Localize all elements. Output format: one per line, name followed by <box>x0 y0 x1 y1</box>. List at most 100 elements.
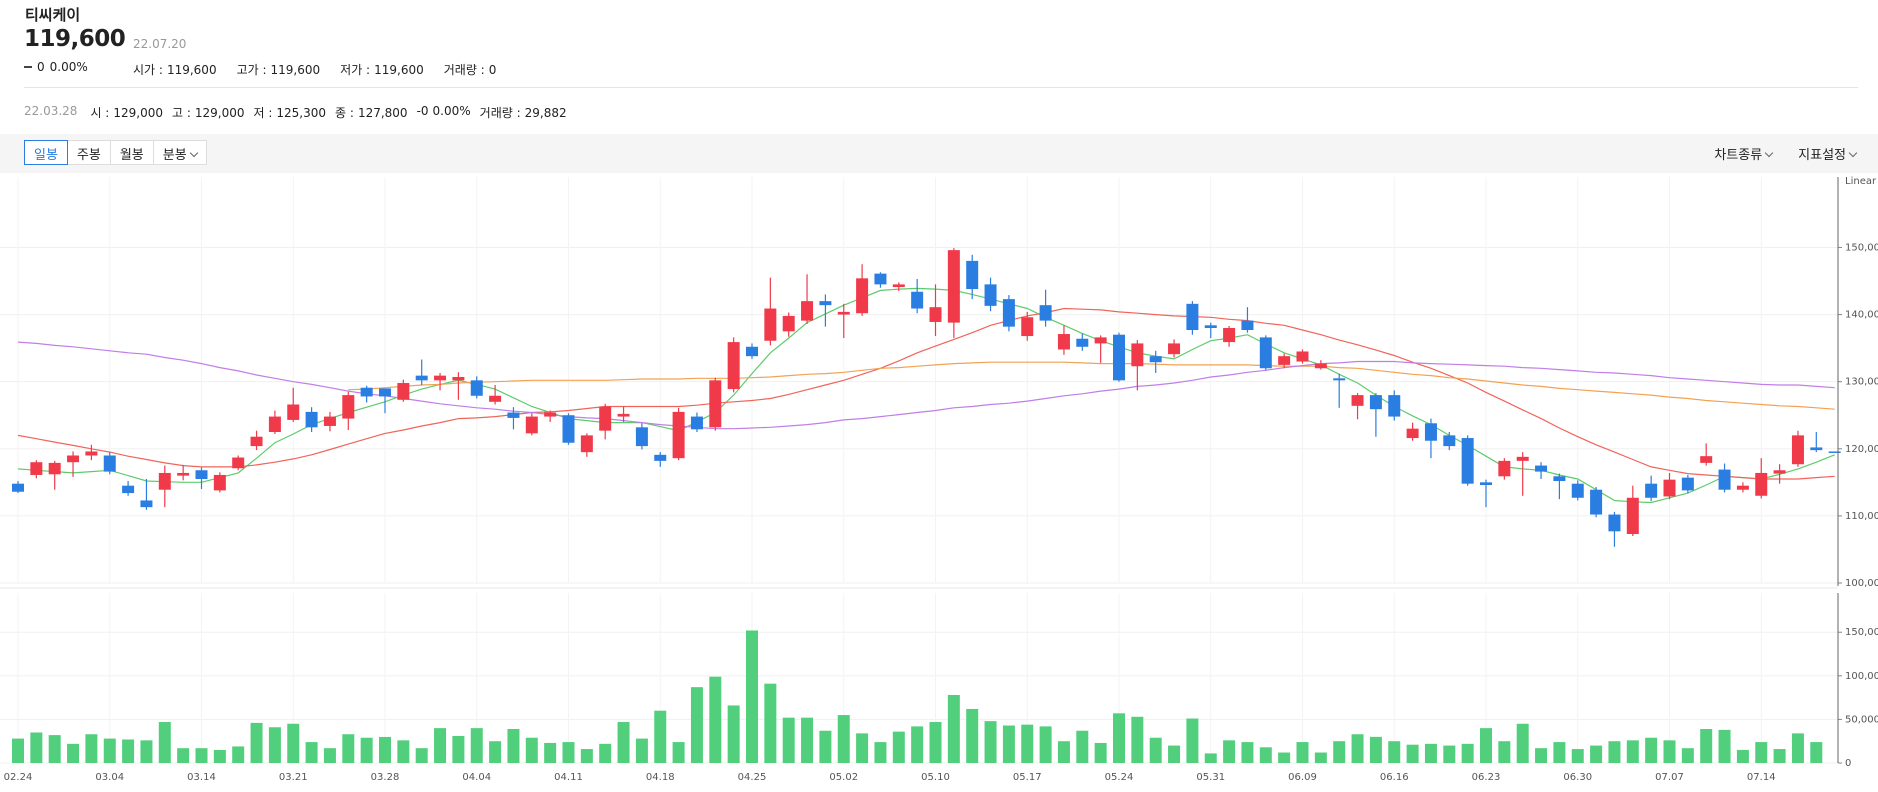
volume-bar <box>1553 742 1566 763</box>
candle-body <box>654 454 667 461</box>
volume-bar <box>1461 743 1474 763</box>
candle-body <box>1443 435 1456 447</box>
volume-bar <box>544 742 557 763</box>
stat-value: 119,600 <box>374 63 424 77</box>
volume-bar <box>782 717 795 763</box>
menus: 차트종류 지표설정 <box>1714 144 1856 163</box>
candle-body <box>892 284 905 288</box>
candle-body <box>672 411 685 459</box>
volume-bar <box>911 726 924 763</box>
period-tab[interactable]: 분봉 <box>152 140 207 165</box>
moving-average <box>348 361 1835 410</box>
volume-bar <box>1296 742 1309 763</box>
volume-bar <box>929 722 942 763</box>
hover-item: 시 :129,000 <box>90 104 163 121</box>
volume-bar <box>599 743 612 763</box>
hover-label: 종 : <box>335 106 354 120</box>
candle-body <box>1516 456 1529 461</box>
candle-body <box>1241 320 1254 331</box>
x-tick-label: 04.04 <box>462 772 491 783</box>
period-tab[interactable]: 일봉 <box>24 140 68 165</box>
stat-value: 119,600 <box>270 63 321 77</box>
candle-body <box>1645 483 1658 498</box>
candle-body <box>140 500 153 508</box>
menu-button[interactable]: 차트종류 <box>1714 144 1772 163</box>
volume-bar <box>672 742 685 763</box>
candle-body <box>1278 356 1291 365</box>
candle-body <box>984 284 997 306</box>
volume-bar <box>323 748 336 763</box>
candle-body <box>709 380 722 428</box>
volume-bar <box>1186 718 1199 763</box>
stat-value: 0 <box>488 63 497 77</box>
candle-body <box>1553 476 1566 481</box>
candle-body <box>1755 472 1768 496</box>
stat: 저가 :119,600 <box>340 61 424 78</box>
moving-average <box>17 287 1835 504</box>
candle-body <box>1571 483 1584 498</box>
volume-bar <box>1057 741 1070 763</box>
current-price: 119,600 <box>24 26 126 52</box>
candle-body <box>525 416 538 434</box>
x-tick-label: 07.14 <box>1747 772 1776 783</box>
volume-bar <box>12 738 24 763</box>
hover-value: 129,000 <box>194 106 245 120</box>
hover-value: 127,800 <box>357 106 408 120</box>
candle-body <box>1002 299 1015 327</box>
volume-bar <box>1626 740 1639 763</box>
volume-bar <box>379 736 391 763</box>
x-tick-label: 04.18 <box>646 772 675 783</box>
candle-body <box>1149 356 1162 363</box>
y-tick-label: 140,000 <box>1845 310 1878 321</box>
volume-bar <box>635 738 648 763</box>
flat-icon <box>24 66 32 68</box>
x-tick-label: 03.28 <box>371 772 400 783</box>
candle-body <box>1590 489 1603 515</box>
stock-name: 티씨케이 <box>25 6 81 24</box>
stats: 시가 :119,600 고가 :119,600 저가 :119,600 거래량 :0 <box>133 61 496 78</box>
candle-body <box>1131 343 1144 367</box>
volume-bar <box>1663 740 1676 763</box>
candle-body <box>1259 337 1272 369</box>
hover-item: 종 :127,800 <box>335 104 408 121</box>
candle-body <box>1369 395 1382 410</box>
volume-bar <box>947 695 960 763</box>
volume-bar <box>415 748 428 763</box>
divider <box>24 87 1858 88</box>
volume-bar <box>562 742 575 763</box>
period-tab[interactable]: 월봉 <box>109 140 154 165</box>
candle-body <box>617 413 630 417</box>
volume-bar <box>764 683 777 763</box>
candle-body <box>1296 351 1309 362</box>
x-tick-label: 05.31 <box>1196 772 1225 783</box>
y-tick-label: 150,000 <box>1845 242 1878 253</box>
stat-value: 119,600 <box>166 63 217 77</box>
candle-body <box>342 395 355 419</box>
y-tick-label: 150,000 <box>1845 627 1878 638</box>
stat-label: 거래량 : <box>443 63 485 77</box>
candle-body <box>1461 438 1474 484</box>
candle-body <box>379 388 391 397</box>
candle-body <box>434 375 447 381</box>
candle-body <box>305 411 318 428</box>
y-tick-label: 120,000 <box>1845 444 1878 455</box>
menu-button[interactable]: 지표설정 <box>1798 144 1856 163</box>
volume-bar <box>1094 742 1107 763</box>
candle-body <box>1736 485 1749 490</box>
stat-label: 고가 : <box>236 63 267 77</box>
candle-body <box>397 383 410 400</box>
volume-bar <box>1810 742 1823 763</box>
candle-body <box>232 457 245 469</box>
volume-bar <box>1755 742 1768 763</box>
period-tab[interactable]: 주봉 <box>66 140 111 165</box>
candle-body <box>1314 363 1327 369</box>
candle-body <box>1351 395 1364 406</box>
volume-bar <box>1259 747 1272 763</box>
candle-body <box>1828 451 1841 453</box>
volume-bar <box>397 740 410 763</box>
candle-body <box>103 455 116 472</box>
candle-body <box>562 415 575 443</box>
candle-body <box>727 342 740 390</box>
change: 0 <box>37 60 45 74</box>
